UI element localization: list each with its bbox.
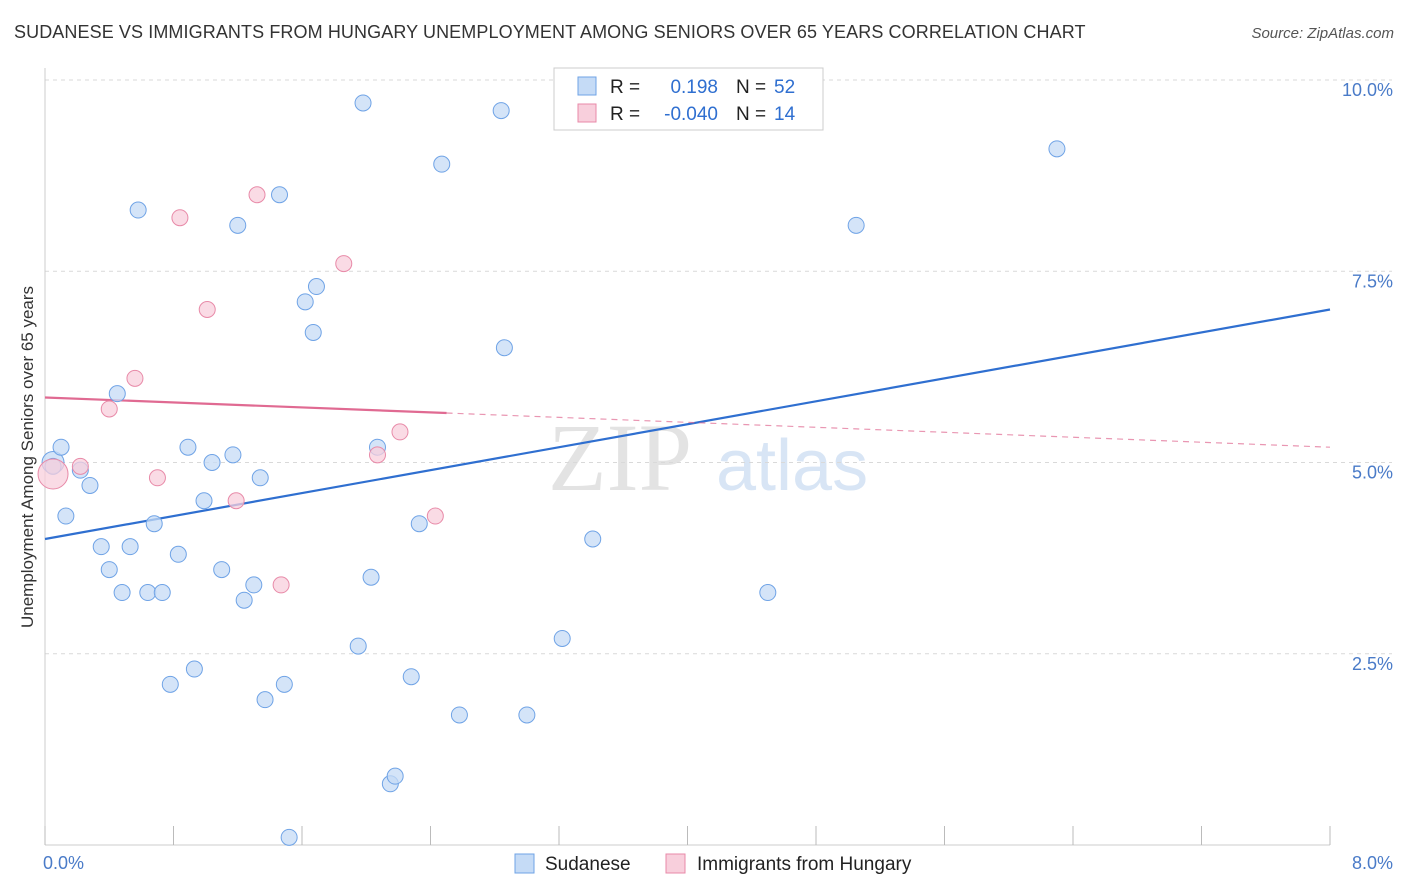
point-sudanese-8 [113, 584, 131, 602]
point-sudanese-17 [185, 660, 203, 678]
point-sudanese-42 [450, 706, 468, 724]
point-sudanese-40 [410, 515, 428, 533]
point-sudanese-49 [847, 216, 865, 234]
point-sudanese-35 [362, 568, 380, 586]
point-hungary-3 [126, 369, 144, 387]
point-sudanese-14 [161, 675, 179, 693]
point-sudanese-26 [256, 691, 274, 709]
point-hungary-11 [368, 446, 386, 464]
point-sudanese-34 [354, 94, 372, 112]
point-sudanese-24 [245, 576, 263, 594]
point-hungary-5 [171, 209, 189, 227]
point-sudanese-33 [349, 637, 367, 655]
chart-title: SUDANESE VS IMMIGRANTS FROM HUNGARY UNEM… [14, 22, 1086, 42]
point-hungary-4 [148, 469, 166, 487]
legend-n-value-1: 52 [774, 77, 795, 98]
point-sudanese-7 [108, 385, 126, 403]
stats-legend-box [553, 67, 824, 131]
point-sudanese-44 [495, 339, 513, 357]
point-sudanese-11 [139, 584, 157, 602]
point-hungary-13 [426, 507, 444, 525]
point-sudanese-48 [759, 584, 777, 602]
point-sudanese-29 [280, 828, 298, 846]
series-legend: Sudanese Immigrants from Hungary [514, 853, 912, 875]
point-sudanese-16 [179, 438, 197, 456]
point-sudanese-39 [402, 668, 420, 686]
point-sudanese-21 [224, 446, 242, 464]
point-sudanese-30 [296, 293, 314, 311]
point-sudanese-20 [213, 561, 231, 579]
point-sudanese-19 [203, 454, 221, 471]
legend-swatch-sudanese [577, 76, 597, 96]
point-sudanese-15 [169, 545, 187, 563]
point-sudanese-22 [229, 216, 247, 234]
point-sudanese-47 [584, 530, 602, 548]
legend-r-label-1: R = [610, 77, 640, 98]
point-hungary-10 [335, 255, 353, 273]
data-points [37, 94, 1066, 846]
point-sudanese-46 [553, 629, 571, 647]
point-sudanese-32 [307, 278, 325, 296]
x-tick-label-0: 0.0% [43, 853, 84, 873]
trend-line-sudanese [44, 308, 1331, 541]
point-hungary-8 [248, 186, 266, 204]
point-sudanese-18 [195, 492, 213, 510]
point-hungary-0 [37, 458, 69, 490]
point-sudanese-31 [304, 323, 322, 341]
series-legend-swatch-hungary [665, 853, 686, 874]
watermark-zip: ZIP [548, 404, 692, 511]
point-hungary-9 [272, 576, 290, 594]
tick-labels: 2.5% 5.0% 7.5% 10.0% 0.0% 8.0% [43, 80, 1393, 873]
y-tick-label-3: 10.0% [1342, 80, 1393, 100]
point-sudanese-25 [251, 469, 269, 487]
x-tick-label-1: 8.0% [1352, 853, 1393, 873]
point-hungary-1 [71, 457, 89, 475]
point-sudanese-27 [271, 186, 289, 204]
point-sudanese-9 [121, 538, 139, 556]
legend-swatch-hungary [577, 103, 597, 123]
point-sudanese-1 [52, 438, 70, 456]
watermark-atlas: atlas [716, 426, 868, 506]
point-sudanese-10 [129, 201, 147, 219]
point-sudanese-12 [145, 515, 163, 533]
trend-line-hungary-dashed [446, 412, 1331, 448]
y-tick-label-1: 5.0% [1352, 463, 1393, 483]
point-sudanese-4 [81, 476, 99, 494]
legend-r-value-1: 0.198 [670, 77, 718, 98]
point-sudanese-3 [57, 507, 75, 525]
point-sudanese-28 [275, 675, 293, 693]
series-legend-label-hungary: Immigrants from Hungary [697, 854, 912, 875]
point-hungary-12 [391, 423, 409, 441]
point-sudanese-23 [235, 591, 253, 609]
chart-source: Source: ZipAtlas.com [1251, 25, 1394, 42]
point-sudanese-5 [92, 538, 110, 556]
series-legend-label-sudanese: Sudanese [545, 854, 631, 875]
point-sudanese-6 [100, 561, 118, 579]
legend-r-value-2: -0.040 [664, 104, 718, 125]
legend-n-label-1: N = [736, 77, 766, 98]
legend-n-value-2: 14 [774, 104, 796, 125]
point-hungary-2 [100, 400, 118, 418]
legend-n-label-2: N = [736, 104, 766, 125]
y-axis-label: Unemployment Among Seniors over 65 years [18, 286, 37, 628]
point-sudanese-38 [386, 767, 404, 785]
series-legend-swatch-sudanese [514, 853, 535, 874]
stats-legend: R = 0.198 N = 52 R = -0.040 N = 14 [553, 67, 824, 131]
point-hungary-6 [198, 301, 216, 318]
y-tick-label-2: 7.5% [1352, 271, 1393, 291]
point-sudanese-13 [153, 584, 171, 602]
point-sudanese-43 [492, 102, 510, 120]
point-sudanese-45 [518, 706, 536, 724]
grid-lines [45, 79, 1392, 655]
point-hungary-7 [227, 492, 245, 510]
point-sudanese-50 [1048, 140, 1066, 158]
point-sudanese-41 [433, 155, 451, 173]
legend-r-label-2: R = [610, 104, 640, 125]
y-tick-label-0: 2.5% [1352, 654, 1393, 674]
